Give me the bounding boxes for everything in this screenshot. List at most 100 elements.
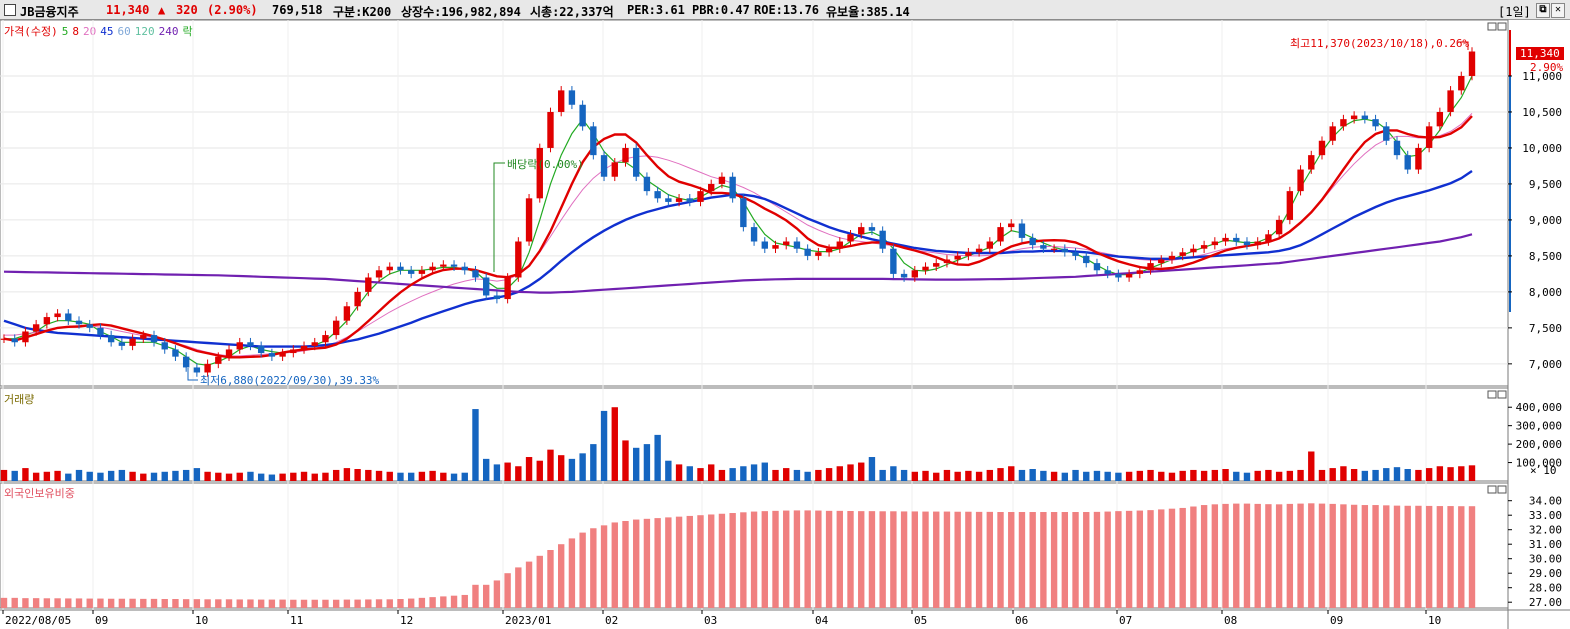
foreign-ratio-bar [943, 511, 951, 608]
volume-bar [1393, 467, 1401, 481]
volume-bar [1018, 469, 1026, 481]
foreign-ratio-bar [407, 598, 415, 608]
foreign-ratio-bar [1254, 503, 1261, 608]
foreign-ratio-bar [1125, 510, 1133, 608]
price-candle [407, 270, 415, 274]
price-candle [193, 367, 201, 373]
volume-bar [1425, 468, 1433, 481]
legend-price[interactable]: 가격(수정) [4, 25, 58, 38]
price-candle [922, 266, 929, 271]
last-pct-label: 2.90% [1530, 61, 1563, 74]
volume-bar [836, 466, 843, 481]
foreign-legend[interactable]: 외국인보유비중 [4, 487, 75, 500]
price-candle [65, 313, 72, 321]
foreign-ratio-bar [911, 511, 918, 608]
volume-bar [825, 468, 833, 481]
volume-bar [407, 472, 415, 481]
volume-bar [118, 469, 126, 481]
foreign-ratio-bar [472, 584, 479, 608]
volume-bar [354, 469, 361, 481]
legend-ma5[interactable]: 5 [61, 25, 69, 38]
volume-legend[interactable]: 거래량 [4, 393, 35, 406]
volume-bar [611, 407, 618, 481]
volume-bar [461, 472, 468, 481]
legend-ma60[interactable]: 60 [117, 25, 131, 38]
legend-ma120[interactable]: 120 [134, 25, 155, 38]
listed-shares: 상장수:196,982,894 [401, 5, 521, 19]
price-candle [215, 356, 222, 364]
legend-ma45[interactable]: 45 [100, 25, 114, 38]
foreign-ratio-bar [783, 510, 790, 608]
foreign-ratio-bar [97, 598, 104, 608]
volume-bar [504, 462, 511, 481]
volume-bar [97, 472, 104, 481]
foreign-ratio-bar [847, 510, 854, 608]
price-candle [965, 252, 972, 256]
close-button[interactable]: ✕ [1551, 3, 1565, 18]
foreign-ratio-bar [1468, 506, 1476, 608]
price-axis-label: 10,000 [1522, 142, 1562, 155]
date-axis-label: 2023/01 [505, 614, 551, 627]
foreign-ratio-bar [504, 573, 511, 608]
volume-bar [311, 473, 318, 481]
volume-bar [868, 457, 876, 481]
volume-bar [536, 460, 543, 481]
price-candle [1104, 270, 1111, 274]
foreign-ratio-bar [525, 561, 533, 608]
foreign-ratio-bar [815, 510, 822, 608]
volume-bar [579, 453, 586, 481]
foreign-ratio-bar [86, 598, 93, 608]
volume-unit: × 10 [1530, 464, 1557, 477]
price-candle [1211, 241, 1219, 246]
volume-bar [268, 474, 276, 481]
price-candle [182, 356, 190, 368]
volume-bar [1104, 471, 1111, 481]
price-candle [461, 266, 468, 271]
volume-bar [1211, 469, 1219, 481]
price-candle [322, 335, 329, 343]
legend-ma240[interactable]: 240 [158, 25, 179, 38]
price-candle [1093, 263, 1101, 271]
volume-bar [1061, 472, 1069, 481]
foreign-axis-label: 28.00 [1529, 582, 1562, 595]
price-candle [1329, 126, 1336, 141]
foreign-ratio-bar [825, 510, 833, 608]
volume-bar [600, 410, 608, 481]
price-candle [440, 264, 447, 267]
period-button[interactable]: [1일] [1498, 5, 1531, 19]
volume-bar [1115, 472, 1122, 481]
foreign-ratio-bar [1029, 512, 1036, 608]
price-candle [825, 248, 833, 253]
price-candle [54, 313, 61, 318]
volume-bar [172, 470, 179, 481]
volume-bar [0, 469, 8, 481]
price-candle [1083, 255, 1090, 264]
price-candle [354, 291, 361, 307]
foreign-ratio-bar [1425, 505, 1433, 608]
price-candle [107, 335, 115, 343]
foreign-ratio-bar [311, 599, 318, 608]
volume-bar [1179, 470, 1186, 481]
stock-name[interactable]: JB금융지주 [20, 5, 79, 19]
price-candle [450, 264, 458, 267]
volume-bar [558, 455, 565, 481]
foreign-ratio-bar [965, 511, 972, 608]
volume-bar [1072, 469, 1079, 481]
select-checkbox[interactable] [4, 4, 16, 16]
price-candle [1275, 219, 1283, 235]
panel-buttons[interactable] [1487, 22, 1507, 494]
volume-bar [450, 473, 458, 481]
legend-ma8[interactable]: 8 [72, 25, 79, 38]
price-candle [247, 342, 254, 346]
date-axis-label: 09 [1330, 614, 1343, 627]
volume-bar [997, 468, 1004, 481]
price-candle [643, 176, 651, 192]
foreign-ratio-bar [1115, 511, 1122, 608]
price-candle [1050, 248, 1058, 250]
restore-button[interactable]: ⧉ [1536, 3, 1550, 18]
volume-bar [225, 473, 233, 481]
foreign-ratio-bar [697, 515, 704, 608]
price-candle [1190, 248, 1197, 253]
legend-drop[interactable]: 락 [182, 25, 193, 38]
volume-bar [729, 468, 736, 481]
